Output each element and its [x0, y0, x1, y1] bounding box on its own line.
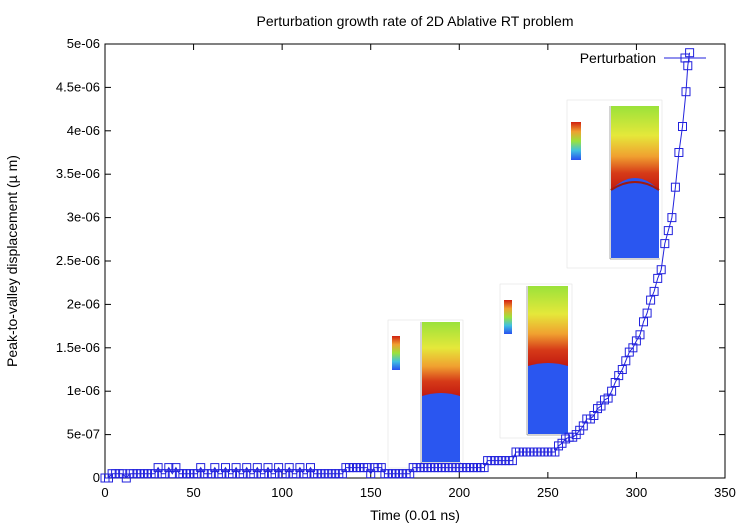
- data-point: [642, 308, 652, 318]
- x-axis: 0 50 100 150 200 250 300 350: [101, 44, 736, 500]
- y-tick-label: 5e-07: [67, 427, 100, 442]
- data-point: [617, 365, 627, 374]
- x-tick-label: 250: [537, 485, 559, 500]
- x-tick-label: 200: [448, 485, 470, 500]
- data-point: [674, 148, 684, 157]
- data-point: [660, 239, 670, 249]
- y-tick-label: 3.5e-06: [56, 166, 100, 181]
- y-tick-label: 4e-06: [67, 123, 100, 138]
- data-point: [667, 213, 677, 223]
- data-point: [635, 330, 645, 340]
- data-point: [656, 265, 666, 275]
- y-tick-label: 2.5e-06: [56, 253, 100, 268]
- data-point: [649, 286, 659, 296]
- y-tick-label: 4.5e-06: [56, 79, 100, 94]
- y-tick-label: 5e-06: [67, 36, 100, 51]
- y-axis: 0 5e-07 1e-06 1.5e-06 2e-06 2.5e-06 3e-06 3.5e-…: [56, 36, 725, 485]
- y-tick-label: 2e-06: [67, 296, 100, 311]
- x-axis-title: Time (0.01 ns): [370, 507, 460, 523]
- y-tick-label: 1.5e-06: [56, 340, 100, 355]
- data-point: [249, 469, 259, 479]
- x-tick-label: 350: [714, 485, 736, 500]
- x-tick-label: 50: [186, 485, 200, 500]
- data-point: [507, 456, 517, 466]
- data-point: [685, 48, 695, 58]
- y-tick-label: 3e-06: [67, 210, 100, 225]
- data-point: [646, 295, 656, 305]
- data-point: [639, 317, 648, 327]
- legend: Perturbation: [580, 50, 706, 66]
- x-tick-label: 300: [626, 485, 648, 500]
- simulation-snapshot-3: [566, 99, 663, 269]
- x-tick-label: 100: [271, 485, 293, 500]
- data-point: [621, 356, 631, 366]
- x-tick-label: 0: [101, 485, 108, 500]
- chart-title: Perturbation growth rate of 2D Ablative …: [257, 13, 574, 29]
- data-point: [663, 226, 673, 236]
- simulation-snapshot-2: [499, 283, 573, 439]
- data-point: [681, 87, 691, 97]
- data-point: [607, 386, 617, 396]
- series-perturbation: [100, 48, 695, 483]
- y-axis-title: Peak-to-valley displacement (µ m): [4, 155, 20, 367]
- data-point: [678, 122, 687, 131]
- y-tick-label: 1e-06: [67, 383, 100, 398]
- legend-label: Perturbation: [580, 50, 656, 66]
- data-point: [670, 182, 680, 192]
- simulation-snapshot-1: [387, 319, 464, 469]
- data-point: [653, 273, 663, 283]
- y-tick-label: 0: [93, 470, 100, 485]
- legend-marker: [680, 53, 690, 63]
- x-tick-label: 150: [360, 485, 382, 500]
